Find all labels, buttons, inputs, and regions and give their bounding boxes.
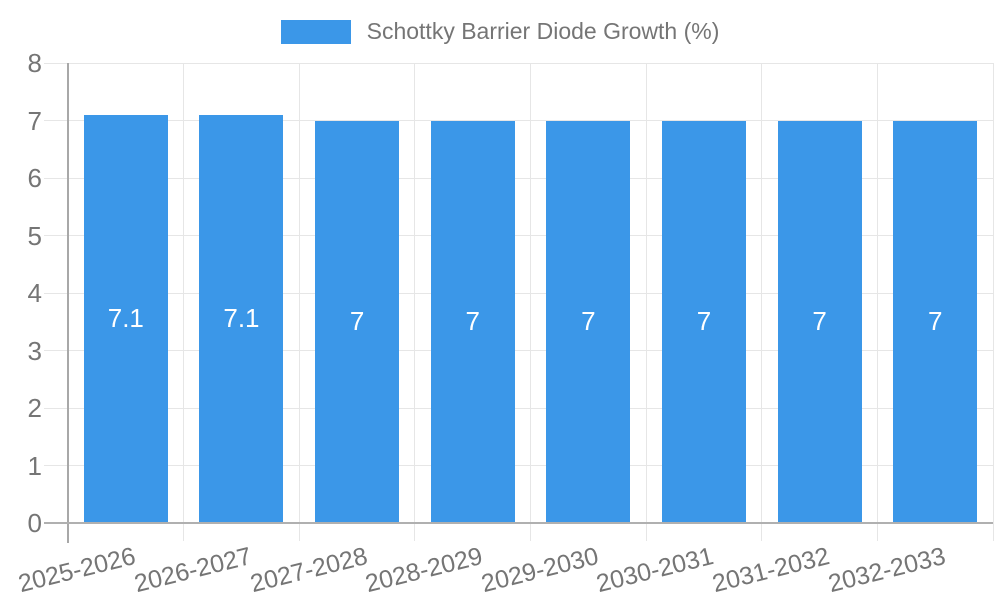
v-gridline <box>761 63 763 541</box>
legend: Schottky Barrier Diode Growth (%) <box>0 18 1000 45</box>
legend-label: Schottky Barrier Diode Growth (%) <box>366 18 720 44</box>
v-gridline <box>530 63 531 541</box>
x-axis-label: 2030-2031 <box>593 542 717 599</box>
bar-value-label: 7 <box>696 306 712 337</box>
bar[interactable]: 7 <box>661 120 746 523</box>
x-baseline <box>44 522 993 524</box>
y-axis-label: 5 <box>27 220 42 251</box>
v-gridline <box>876 63 878 541</box>
bar[interactable]: 7 <box>777 120 862 523</box>
h-gridline <box>44 350 993 351</box>
x-axis-label: 2032-2033 <box>825 542 948 599</box>
y-axis-label: 0 <box>27 508 42 538</box>
v-gridline <box>183 63 185 541</box>
x-axis-label: 2031-2032 <box>709 542 833 599</box>
bar[interactable]: 7.1 <box>83 114 168 523</box>
h-gridline <box>44 62 993 64</box>
bar[interactable]: 7 <box>430 120 515 523</box>
y-axis-line <box>67 63 69 543</box>
y-axis-label: 3 <box>27 335 42 366</box>
x-axis-label: 2028-2029 <box>362 542 486 599</box>
h-gridline <box>44 120 993 121</box>
bar[interactable]: 7 <box>315 120 400 523</box>
bar[interactable]: 7.1 <box>199 114 284 523</box>
bar-value-label: 7 <box>927 306 943 337</box>
bar-value-label: 7 <box>465 306 480 337</box>
legend-swatch <box>280 19 351 44</box>
h-gridline <box>44 235 993 236</box>
v-gridline <box>645 63 647 541</box>
bar[interactable]: 7 <box>893 120 978 523</box>
x-axis-label: 2025-2026 <box>15 542 139 599</box>
x-axis-label: 2026-2027 <box>131 542 255 599</box>
bar-value-label: 7 <box>349 306 365 337</box>
x-axis-label: 2029-2030 <box>478 542 602 599</box>
bar-value-label: 7.1 <box>107 303 144 334</box>
y-axis-label: 8 <box>27 48 42 78</box>
bar[interactable]: 7 <box>546 120 631 523</box>
y-axis-label: 1 <box>27 450 42 481</box>
v-gridline <box>992 63 994 541</box>
h-gridline <box>44 407 993 409</box>
bar-value-label: 7.1 <box>223 303 260 334</box>
h-gridline <box>44 177 993 179</box>
y-axis-label: 6 <box>27 163 42 193</box>
x-axis-label: 2027-2028 <box>247 542 370 599</box>
v-gridline <box>298 63 300 541</box>
y-axis-label: 2 <box>27 393 42 423</box>
h-gridline <box>44 292 993 294</box>
h-gridline <box>44 465 993 466</box>
y-axis-label: 4 <box>27 278 42 308</box>
bar-value-label: 7 <box>581 306 596 337</box>
v-gridline <box>414 63 416 541</box>
bar-value-label: 7 <box>812 306 827 337</box>
y-axis-label: 7 <box>27 105 42 136</box>
